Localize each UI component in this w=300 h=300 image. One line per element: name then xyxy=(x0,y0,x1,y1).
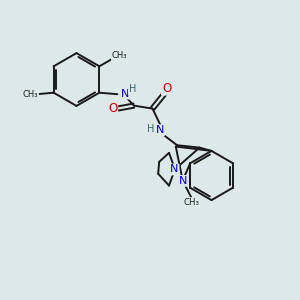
Text: CH₃: CH₃ xyxy=(112,51,127,60)
Text: N: N xyxy=(178,176,187,186)
Text: N: N xyxy=(121,88,130,99)
Text: N: N xyxy=(170,164,178,175)
Text: H: H xyxy=(147,124,155,134)
Text: O: O xyxy=(108,101,117,115)
Text: N: N xyxy=(156,125,164,135)
Text: CH₃: CH₃ xyxy=(184,198,200,207)
Text: H: H xyxy=(129,84,136,94)
Text: CH₃: CH₃ xyxy=(23,90,38,99)
Text: O: O xyxy=(162,82,171,95)
